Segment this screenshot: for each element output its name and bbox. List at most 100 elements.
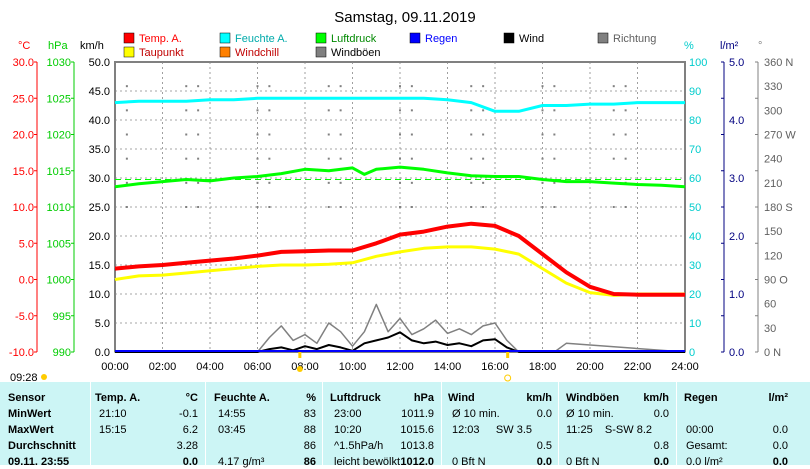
pressure-tick-label: 1005 (47, 238, 71, 250)
wind-tick-label: 15.0 (89, 260, 110, 272)
direction-dot (185, 85, 188, 88)
humidity-tick-label: 40 (689, 231, 701, 243)
gust-direction: S-SW 8.2 (604, 424, 652, 436)
header-humidity-unit: % (306, 392, 316, 404)
row-label: MaxWert (8, 424, 54, 436)
table-separator (558, 382, 559, 465)
table-separator (676, 382, 677, 465)
gust-time: 0 Bft N (566, 456, 600, 468)
direction-dot (327, 85, 330, 88)
header-temp-unit: °C (185, 392, 198, 404)
direction-dot (185, 133, 188, 136)
direction-dot (256, 157, 259, 160)
x-tick-label: 10:00 (339, 361, 367, 373)
direction-dot (268, 133, 271, 136)
direction-dot (114, 61, 116, 63)
direction-dot (197, 109, 200, 112)
direction-dot (197, 157, 200, 160)
direction-dot (624, 61, 627, 63)
direction-tick-label: 180 S (764, 202, 793, 214)
temp-time: 21:10 (99, 408, 127, 420)
direction-dot (684, 181, 686, 184)
direction-dot (470, 181, 473, 184)
direction-dot (256, 61, 259, 63)
summary-table: Sensor Temp. A. °C Feuchte A.% Luftdruck hPa W… (0, 382, 810, 468)
direction-dot (482, 206, 485, 208)
direction-dot (125, 133, 128, 136)
legend-swatch (123, 32, 135, 44)
direction-dot (684, 206, 686, 208)
rain-time: 0.0 l/m² (686, 456, 723, 468)
direction-dot (553, 181, 556, 184)
direction-dot (399, 85, 401, 88)
direction-dot (399, 181, 401, 184)
direction-dot (125, 85, 128, 88)
x-tick-label: 06:00 (244, 361, 272, 373)
direction-dot (470, 61, 473, 63)
direction-dot (268, 157, 271, 160)
direction-dot (482, 109, 485, 112)
direction-dot (410, 181, 413, 184)
direction-dot (185, 181, 188, 184)
direction-dot (541, 181, 544, 184)
x-tick-label: 08:00 (291, 361, 319, 373)
direction-dot (327, 157, 330, 160)
table-separator (90, 382, 91, 465)
direction-dot (197, 206, 200, 208)
wind-tick-label: 20.0 (89, 231, 110, 243)
wind-value: 0.0 (536, 408, 552, 420)
pressure-time: leicht bewölkt (334, 456, 401, 468)
rain-tick-label: 5.0 (729, 57, 744, 69)
direction-dot (612, 157, 615, 160)
pressure-tick-label: 1015 (47, 166, 71, 178)
direction-dot (612, 61, 615, 63)
direction-tick-label: 120 (764, 250, 782, 262)
temp-value: -0.1 (179, 408, 198, 420)
humidity-time: 14:55 (218, 408, 246, 420)
direction-dot (541, 133, 544, 136)
rain-tick-label: 3.0 (729, 173, 744, 185)
legend-swatch (315, 32, 327, 44)
axes: 30.025.020.015.010.05.00.0-5.0-10.010301… (9, 57, 796, 373)
header-sensor: Sensor (8, 392, 46, 404)
legend-label: Regen (425, 33, 457, 45)
direction-dot (114, 157, 116, 160)
pressure-tick-label: 1010 (47, 202, 71, 214)
legend-label: Windchill (235, 47, 279, 59)
direction-dot (684, 157, 686, 160)
humidity-time: 4.17 g/m³ (218, 456, 265, 468)
direction-dot (327, 109, 330, 112)
direction-tick-label: 150 (764, 226, 782, 238)
gust-value: 0.8 (653, 440, 669, 452)
wind-value: 0.5 (536, 440, 552, 452)
temp-value: 6.2 (182, 424, 198, 436)
direction-dot (684, 61, 686, 63)
temp-tick-label: 20.0 (13, 130, 34, 142)
temp-tick-label: -10.0 (9, 347, 34, 359)
direction-dot (410, 109, 413, 112)
row-label: 09.11. 23:55 (8, 456, 70, 468)
direction-dot (268, 109, 271, 112)
x-tick-label: 00:00 (101, 361, 129, 373)
pressure-time: 10:20 (334, 424, 362, 436)
humidity-value: 86 (303, 440, 316, 452)
wind-tick-label: 35.0 (89, 144, 110, 156)
legend: Temp. A. Feuchte A. Luftdruck Regen Wind Rich… (123, 32, 656, 59)
legend-swatch (219, 46, 231, 58)
direction-dot (114, 109, 116, 112)
legend-swatch (503, 32, 515, 44)
temp-tick-label: 15.0 (13, 166, 34, 178)
wind-value: 0.0 (536, 456, 552, 468)
direction-dot (114, 206, 116, 208)
header-pressure-unit: hPa (413, 392, 434, 404)
direction-dot (624, 133, 627, 136)
wind-tick-label: 10.0 (89, 289, 110, 301)
direction-dot (482, 85, 485, 88)
temp-value: 0.0 (182, 456, 198, 468)
temp-tick-label: 10.0 (13, 202, 34, 214)
gust-value: 0.0 (653, 408, 669, 420)
sunrise-icon (296, 366, 303, 372)
direction-dot (553, 61, 556, 63)
direction-dot (482, 181, 485, 184)
direction-dot (624, 206, 627, 208)
